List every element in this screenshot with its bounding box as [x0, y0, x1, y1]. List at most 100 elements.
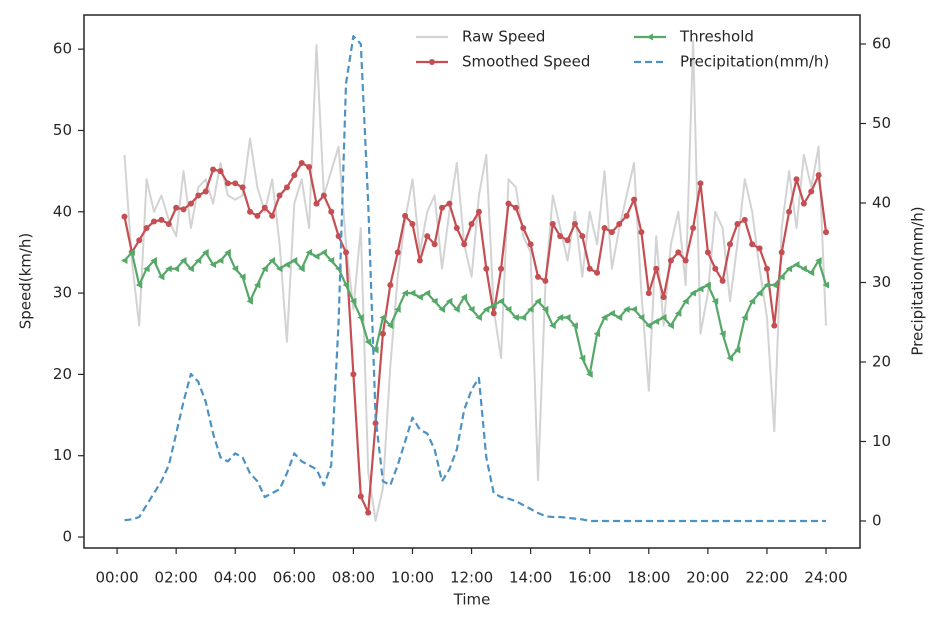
marker [209, 261, 217, 269]
marker [349, 297, 357, 305]
marker [128, 248, 135, 256]
marker [675, 249, 682, 256]
legend-marker [646, 33, 653, 41]
marker [667, 257, 674, 264]
y2-tick-label: 10 [872, 432, 891, 450]
marker [498, 265, 505, 272]
marker [763, 265, 770, 272]
series [121, 159, 830, 516]
marker [460, 293, 468, 301]
marker [261, 265, 268, 273]
marker [172, 265, 180, 273]
marker [534, 297, 542, 305]
marker [379, 330, 386, 337]
marker [741, 313, 748, 321]
marker [423, 289, 431, 297]
marker [741, 216, 748, 223]
marker [823, 229, 830, 236]
marker [312, 252, 320, 260]
marker [771, 322, 778, 329]
marker [298, 265, 305, 273]
marker [726, 354, 734, 362]
y-tick-label: 30 [53, 284, 72, 302]
marker [615, 313, 623, 321]
marker [778, 249, 785, 256]
marker [313, 200, 320, 207]
marker [630, 305, 638, 313]
marker [408, 289, 416, 297]
y-tick-label: 50 [53, 121, 72, 139]
marker [327, 257, 335, 265]
series [124, 35, 826, 523]
marker [268, 257, 276, 265]
marker [616, 220, 623, 227]
marker [416, 257, 423, 264]
y2-axis-label: Precipitation(mm/h) [909, 206, 927, 355]
marker [158, 216, 165, 223]
marker [600, 313, 608, 321]
marker [121, 213, 128, 220]
marker [704, 281, 711, 289]
legend-marker [429, 59, 435, 65]
marker [445, 297, 453, 305]
marker [645, 322, 652, 330]
y2-tick-label: 50 [872, 114, 891, 132]
marker [579, 233, 586, 240]
marker [298, 159, 305, 166]
marker [785, 265, 793, 273]
marker [475, 208, 482, 215]
marker [343, 249, 350, 256]
y-tick-label: 10 [53, 446, 72, 464]
marker [541, 305, 549, 313]
marker [549, 322, 556, 330]
marker [653, 265, 660, 272]
marker [202, 248, 209, 256]
x-tick-label: 06:00 [273, 569, 316, 587]
y-tick-label: 40 [53, 202, 72, 220]
marker [364, 338, 372, 346]
marker [690, 225, 697, 232]
marker [216, 257, 224, 265]
marker [224, 248, 231, 256]
marker [712, 265, 719, 272]
marker [490, 301, 497, 309]
marker [157, 273, 165, 281]
marker [232, 180, 239, 187]
x-tick-label: 20:00 [686, 569, 729, 587]
series [123, 40, 827, 522]
marker [320, 248, 327, 256]
marker [120, 257, 128, 265]
marker [711, 297, 719, 305]
marker [283, 261, 290, 269]
marker [770, 281, 778, 289]
marker [468, 220, 475, 227]
marker [660, 313, 667, 321]
y2-tick-label: 30 [872, 273, 891, 291]
marker [608, 309, 615, 317]
x-tick-label: 16:00 [568, 569, 611, 587]
marker [593, 330, 601, 338]
marker [143, 225, 150, 232]
marker [535, 273, 542, 280]
marker [136, 237, 143, 244]
marker [453, 305, 460, 313]
marker [283, 184, 290, 191]
marker [727, 241, 734, 248]
marker [402, 212, 409, 219]
marker [431, 241, 438, 248]
marker [239, 184, 246, 191]
marker [217, 168, 224, 175]
marker [601, 225, 608, 232]
legend-label: Threshold [679, 28, 754, 46]
marker [697, 180, 704, 187]
marker [512, 204, 519, 211]
marker [194, 257, 202, 265]
marker [269, 212, 276, 219]
marker [638, 229, 645, 236]
marker [608, 229, 615, 236]
marker [438, 305, 446, 313]
marker [224, 180, 231, 187]
marker [475, 313, 482, 321]
marker [372, 346, 379, 354]
